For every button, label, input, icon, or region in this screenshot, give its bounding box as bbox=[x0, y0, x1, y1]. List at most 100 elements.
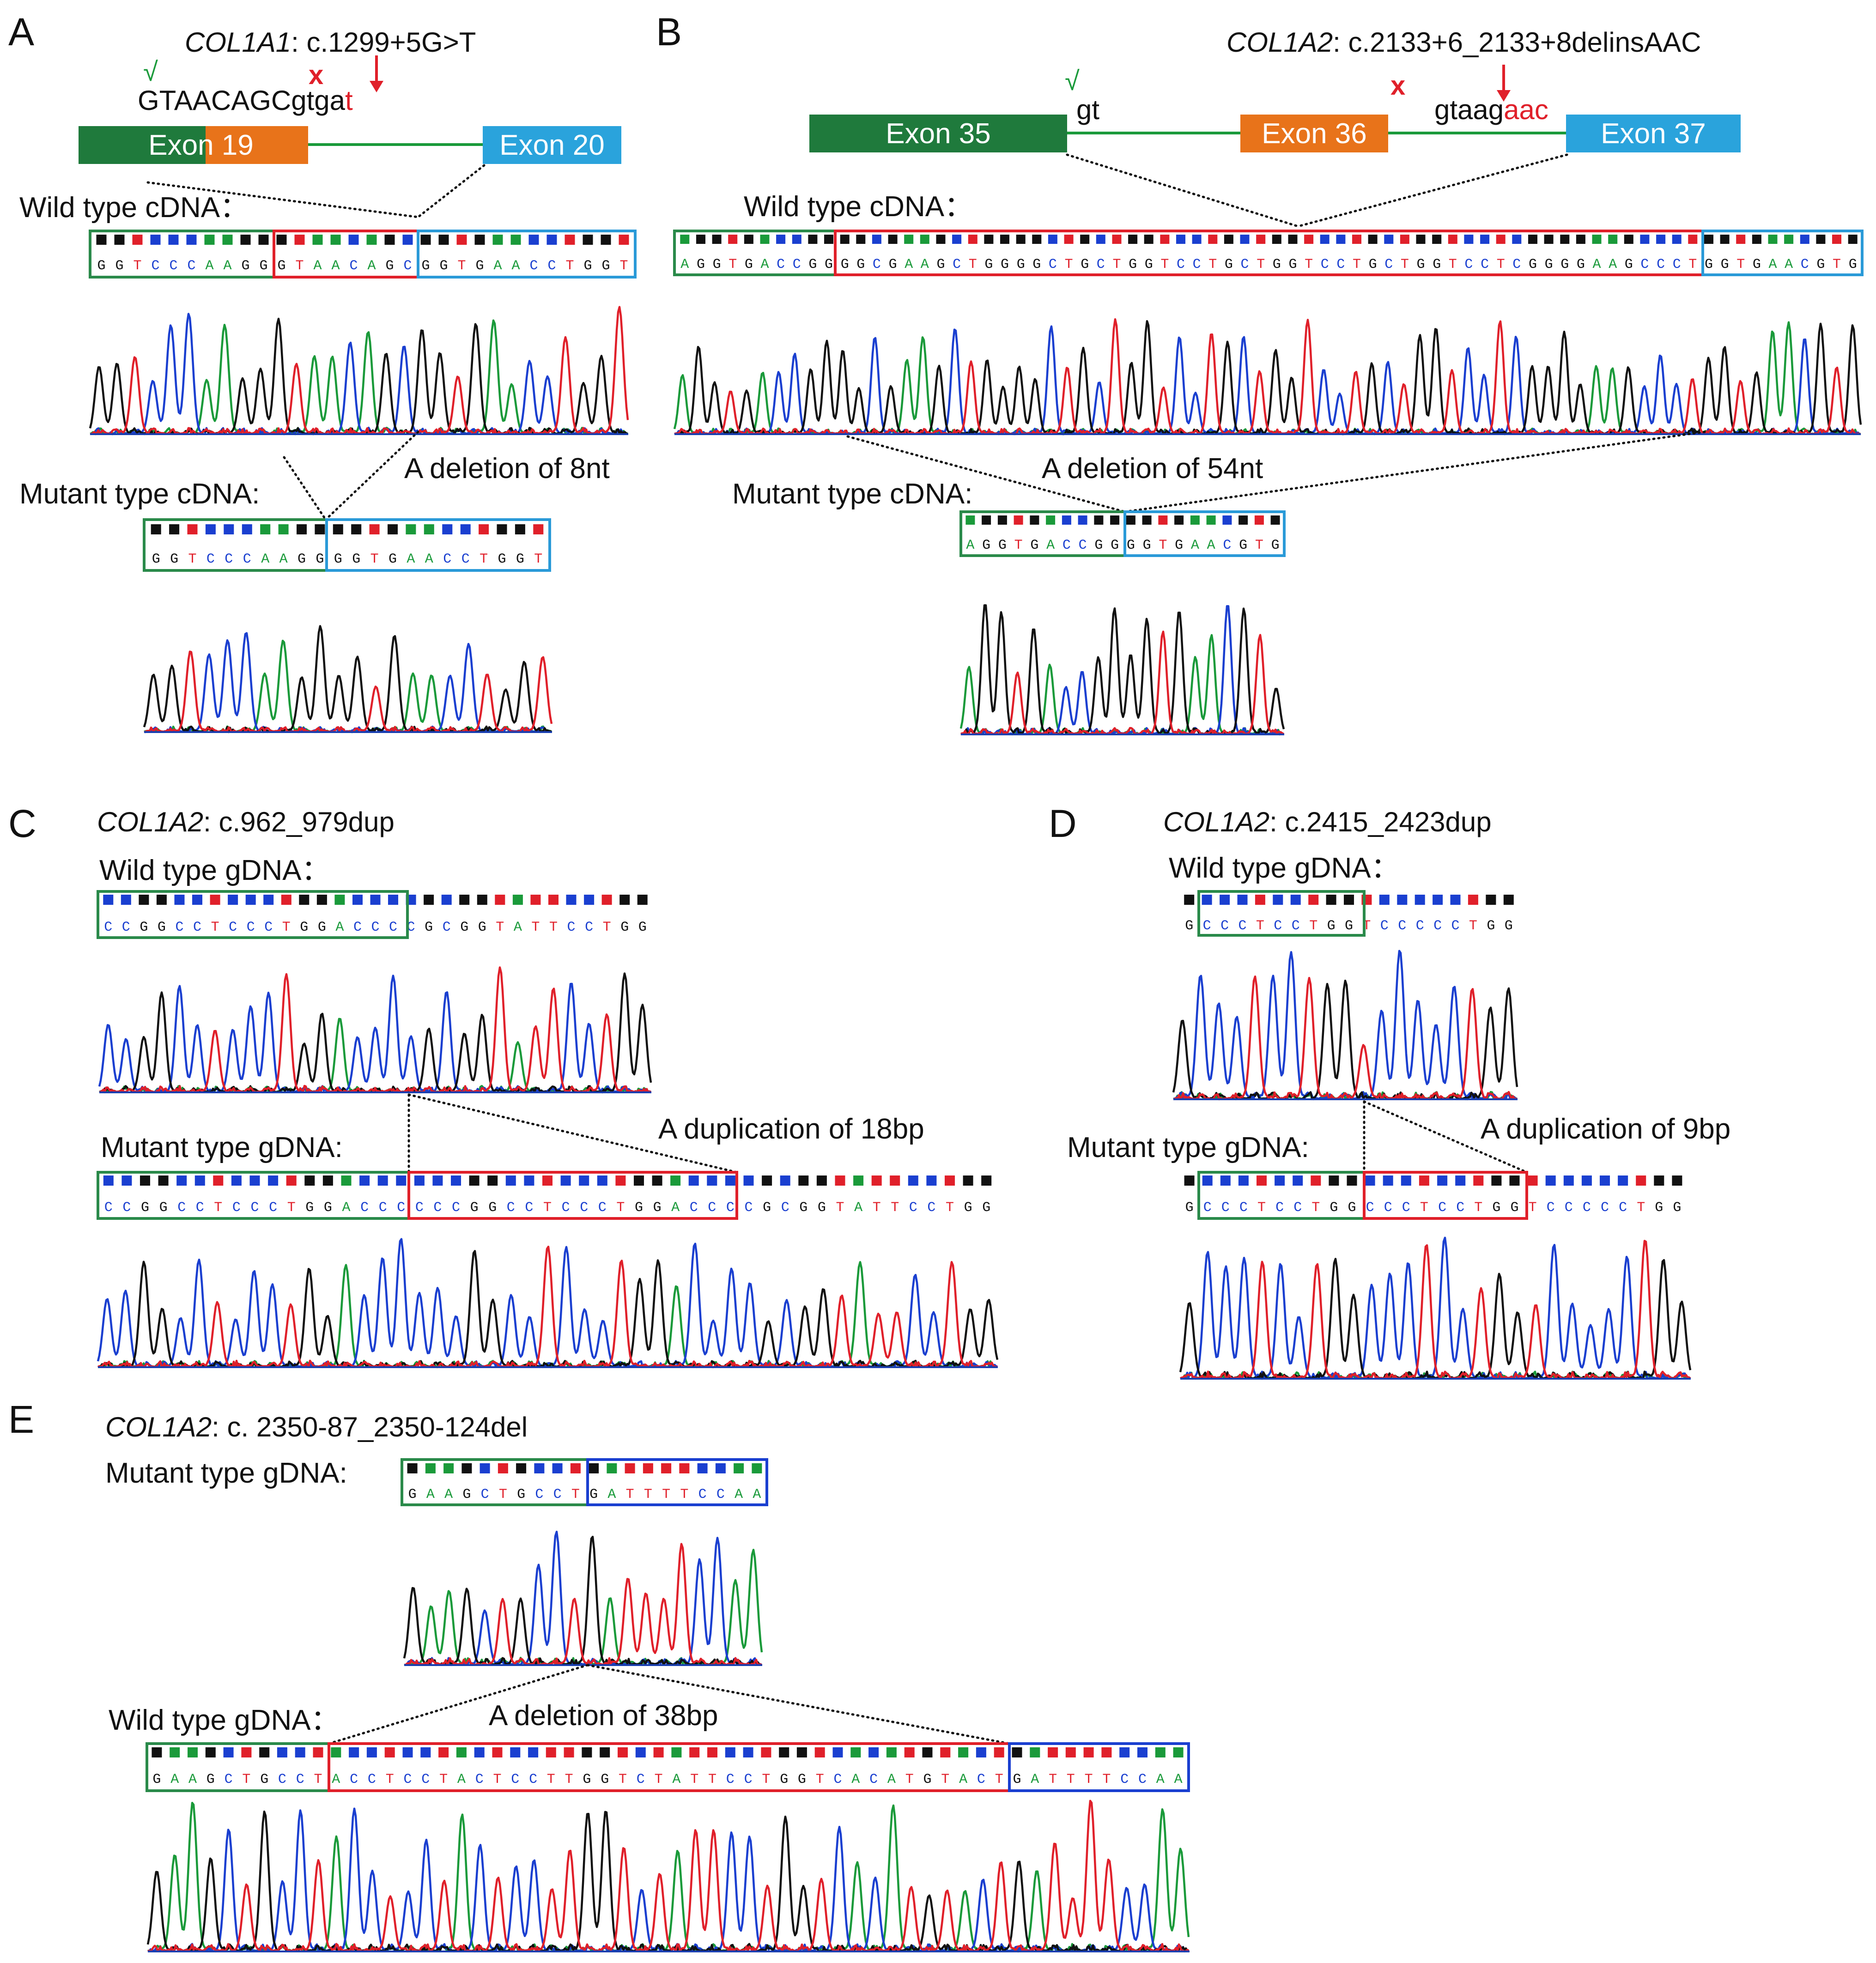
base-quality-square bbox=[103, 1175, 114, 1186]
base-letter: G bbox=[1030, 538, 1038, 553]
base-quality-square bbox=[140, 1175, 150, 1186]
base-quality-square bbox=[583, 235, 593, 245]
base-letter: T bbox=[370, 551, 379, 567]
base-letter: T bbox=[1255, 538, 1263, 553]
base-quality-square bbox=[850, 1747, 861, 1757]
base-letter: T bbox=[1353, 257, 1361, 273]
base-letter: C bbox=[349, 258, 358, 274]
base-letter: T bbox=[1305, 257, 1313, 273]
base-quality-square bbox=[286, 1175, 297, 1186]
base-quality-square bbox=[294, 235, 305, 245]
base-letter: T bbox=[214, 1200, 222, 1216]
base-quality-square bbox=[584, 895, 595, 905]
base-letter: G bbox=[460, 920, 468, 935]
base-quality-square bbox=[725, 1747, 735, 1757]
base-letter: A bbox=[671, 1200, 680, 1216]
base-letter: T bbox=[655, 1772, 663, 1787]
base-letter: T bbox=[969, 257, 977, 273]
base-quality-square bbox=[152, 1747, 162, 1757]
base-letter: G bbox=[1348, 1200, 1356, 1216]
base-quality-square bbox=[420, 1747, 431, 1757]
base-letter: T bbox=[1474, 1200, 1482, 1216]
base-quality-square bbox=[1254, 515, 1264, 525]
base-letter: G bbox=[1369, 257, 1377, 273]
base-quality-square bbox=[402, 235, 413, 245]
base-quality-square bbox=[890, 1175, 900, 1186]
base-quality-square bbox=[516, 1463, 527, 1473]
base-letter: G bbox=[385, 258, 394, 274]
base-letter: G bbox=[1288, 257, 1297, 273]
base-quality-square bbox=[151, 524, 161, 534]
base-letter: C bbox=[1223, 538, 1231, 553]
panel-d-mut-box-duplicated bbox=[1363, 1171, 1528, 1220]
base-quality-square bbox=[1012, 1747, 1022, 1757]
base-quality-square bbox=[1464, 235, 1474, 244]
base-letter: C bbox=[122, 920, 130, 935]
base-letter: C bbox=[833, 1772, 842, 1787]
base-letter: C bbox=[1079, 538, 1087, 553]
base-quality-square bbox=[406, 524, 416, 534]
base-letter: G bbox=[936, 257, 945, 273]
base-quality-square bbox=[597, 1175, 607, 1186]
base-quality-square bbox=[459, 895, 470, 905]
panel-b-exon36-label: Exon 36 bbox=[1262, 118, 1367, 150]
base-letter: G bbox=[998, 538, 1007, 553]
panel-b-del-connector-right bbox=[1123, 430, 1706, 513]
base-letter: T bbox=[1637, 1200, 1645, 1216]
panel-a-wt-label: Wild type cDNA： bbox=[19, 192, 249, 224]
base-quality-square bbox=[1768, 235, 1778, 244]
base-letter: G bbox=[1175, 538, 1183, 553]
panel-b-exon37-box bbox=[1566, 115, 1741, 152]
base-letter: G bbox=[1753, 257, 1761, 273]
base-quality-square bbox=[601, 235, 611, 245]
base-letter: T bbox=[549, 920, 558, 935]
panel-c-dup-connector-right bbox=[407, 1093, 738, 1174]
base-quality-square bbox=[1672, 235, 1682, 244]
base-quality-square bbox=[886, 1747, 897, 1757]
base-quality-square bbox=[1816, 235, 1826, 244]
base-letter: C bbox=[151, 258, 159, 274]
base-quality-square bbox=[582, 1747, 592, 1757]
base-quality-square bbox=[249, 1175, 260, 1186]
base-letter: G bbox=[856, 257, 865, 273]
base-quality-square bbox=[242, 524, 252, 534]
base-quality-square bbox=[388, 524, 398, 534]
base-quality-square bbox=[263, 895, 274, 905]
base-quality-square bbox=[299, 895, 310, 905]
base-quality-square bbox=[312, 235, 323, 245]
panel-e-wt-chromatogram bbox=[146, 1799, 1190, 1953]
base-quality-square bbox=[776, 235, 786, 244]
base-quality-square bbox=[370, 895, 381, 905]
base-letter: T bbox=[1067, 1772, 1075, 1787]
base-letter: C bbox=[1292, 918, 1300, 934]
base-letter: C bbox=[1203, 1200, 1212, 1216]
base-quality-square bbox=[1528, 235, 1537, 244]
base-quality-square bbox=[315, 524, 325, 534]
base-quality-square bbox=[1119, 1747, 1130, 1757]
base-quality-square bbox=[546, 235, 557, 245]
base-quality-square bbox=[425, 1463, 436, 1473]
base-quality-square bbox=[1512, 235, 1522, 244]
base-quality-square bbox=[277, 1747, 287, 1757]
base-quality-square bbox=[1046, 515, 1056, 525]
base-quality-square bbox=[222, 235, 233, 245]
base-letter: C bbox=[104, 1200, 113, 1216]
base-quality-square bbox=[528, 235, 539, 245]
base-quality-square bbox=[1545, 1175, 1556, 1186]
base-quality-square bbox=[688, 1175, 699, 1186]
base-quality-square bbox=[958, 1747, 969, 1757]
base-quality-square bbox=[1608, 235, 1618, 244]
base-quality-square bbox=[359, 1175, 370, 1186]
base-letter: C bbox=[977, 1772, 985, 1787]
base-quality-square bbox=[1320, 235, 1330, 244]
base-quality-square bbox=[245, 895, 256, 905]
base-letter: G bbox=[1849, 257, 1857, 273]
base-quality-square bbox=[424, 524, 434, 534]
base-quality-square bbox=[1192, 235, 1202, 244]
base-quality-square bbox=[1257, 1175, 1267, 1186]
